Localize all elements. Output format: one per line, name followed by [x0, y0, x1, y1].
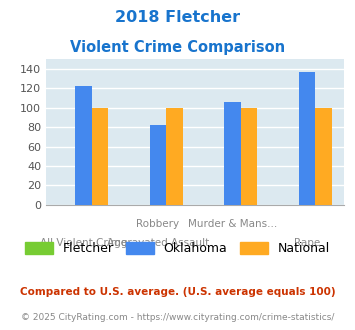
Text: Robbery: Robbery: [136, 219, 180, 229]
Text: Compared to U.S. average. (U.S. average equals 100): Compared to U.S. average. (U.S. average …: [20, 287, 335, 297]
Bar: [92, 108, 108, 205]
Bar: [150, 125, 166, 205]
Text: 2018 Fletcher: 2018 Fletcher: [115, 10, 240, 25]
Text: Rape: Rape: [294, 238, 320, 248]
Legend: Fletcher, Oklahoma, National: Fletcher, Oklahoma, National: [20, 237, 335, 260]
Text: Violent Crime Comparison: Violent Crime Comparison: [70, 40, 285, 54]
Bar: [299, 72, 315, 205]
Bar: [166, 108, 182, 205]
Bar: [315, 108, 332, 205]
Text: © 2025 CityRating.com - https://www.cityrating.com/crime-statistics/: © 2025 CityRating.com - https://www.city…: [21, 314, 334, 322]
Bar: [241, 108, 257, 205]
Bar: [75, 85, 92, 205]
Text: Murder & Mans...: Murder & Mans...: [188, 219, 277, 229]
Bar: [224, 102, 241, 205]
Text: All Violent Crime: All Violent Crime: [40, 238, 127, 248]
Text: Aggravated Assault: Aggravated Assault: [107, 238, 209, 248]
